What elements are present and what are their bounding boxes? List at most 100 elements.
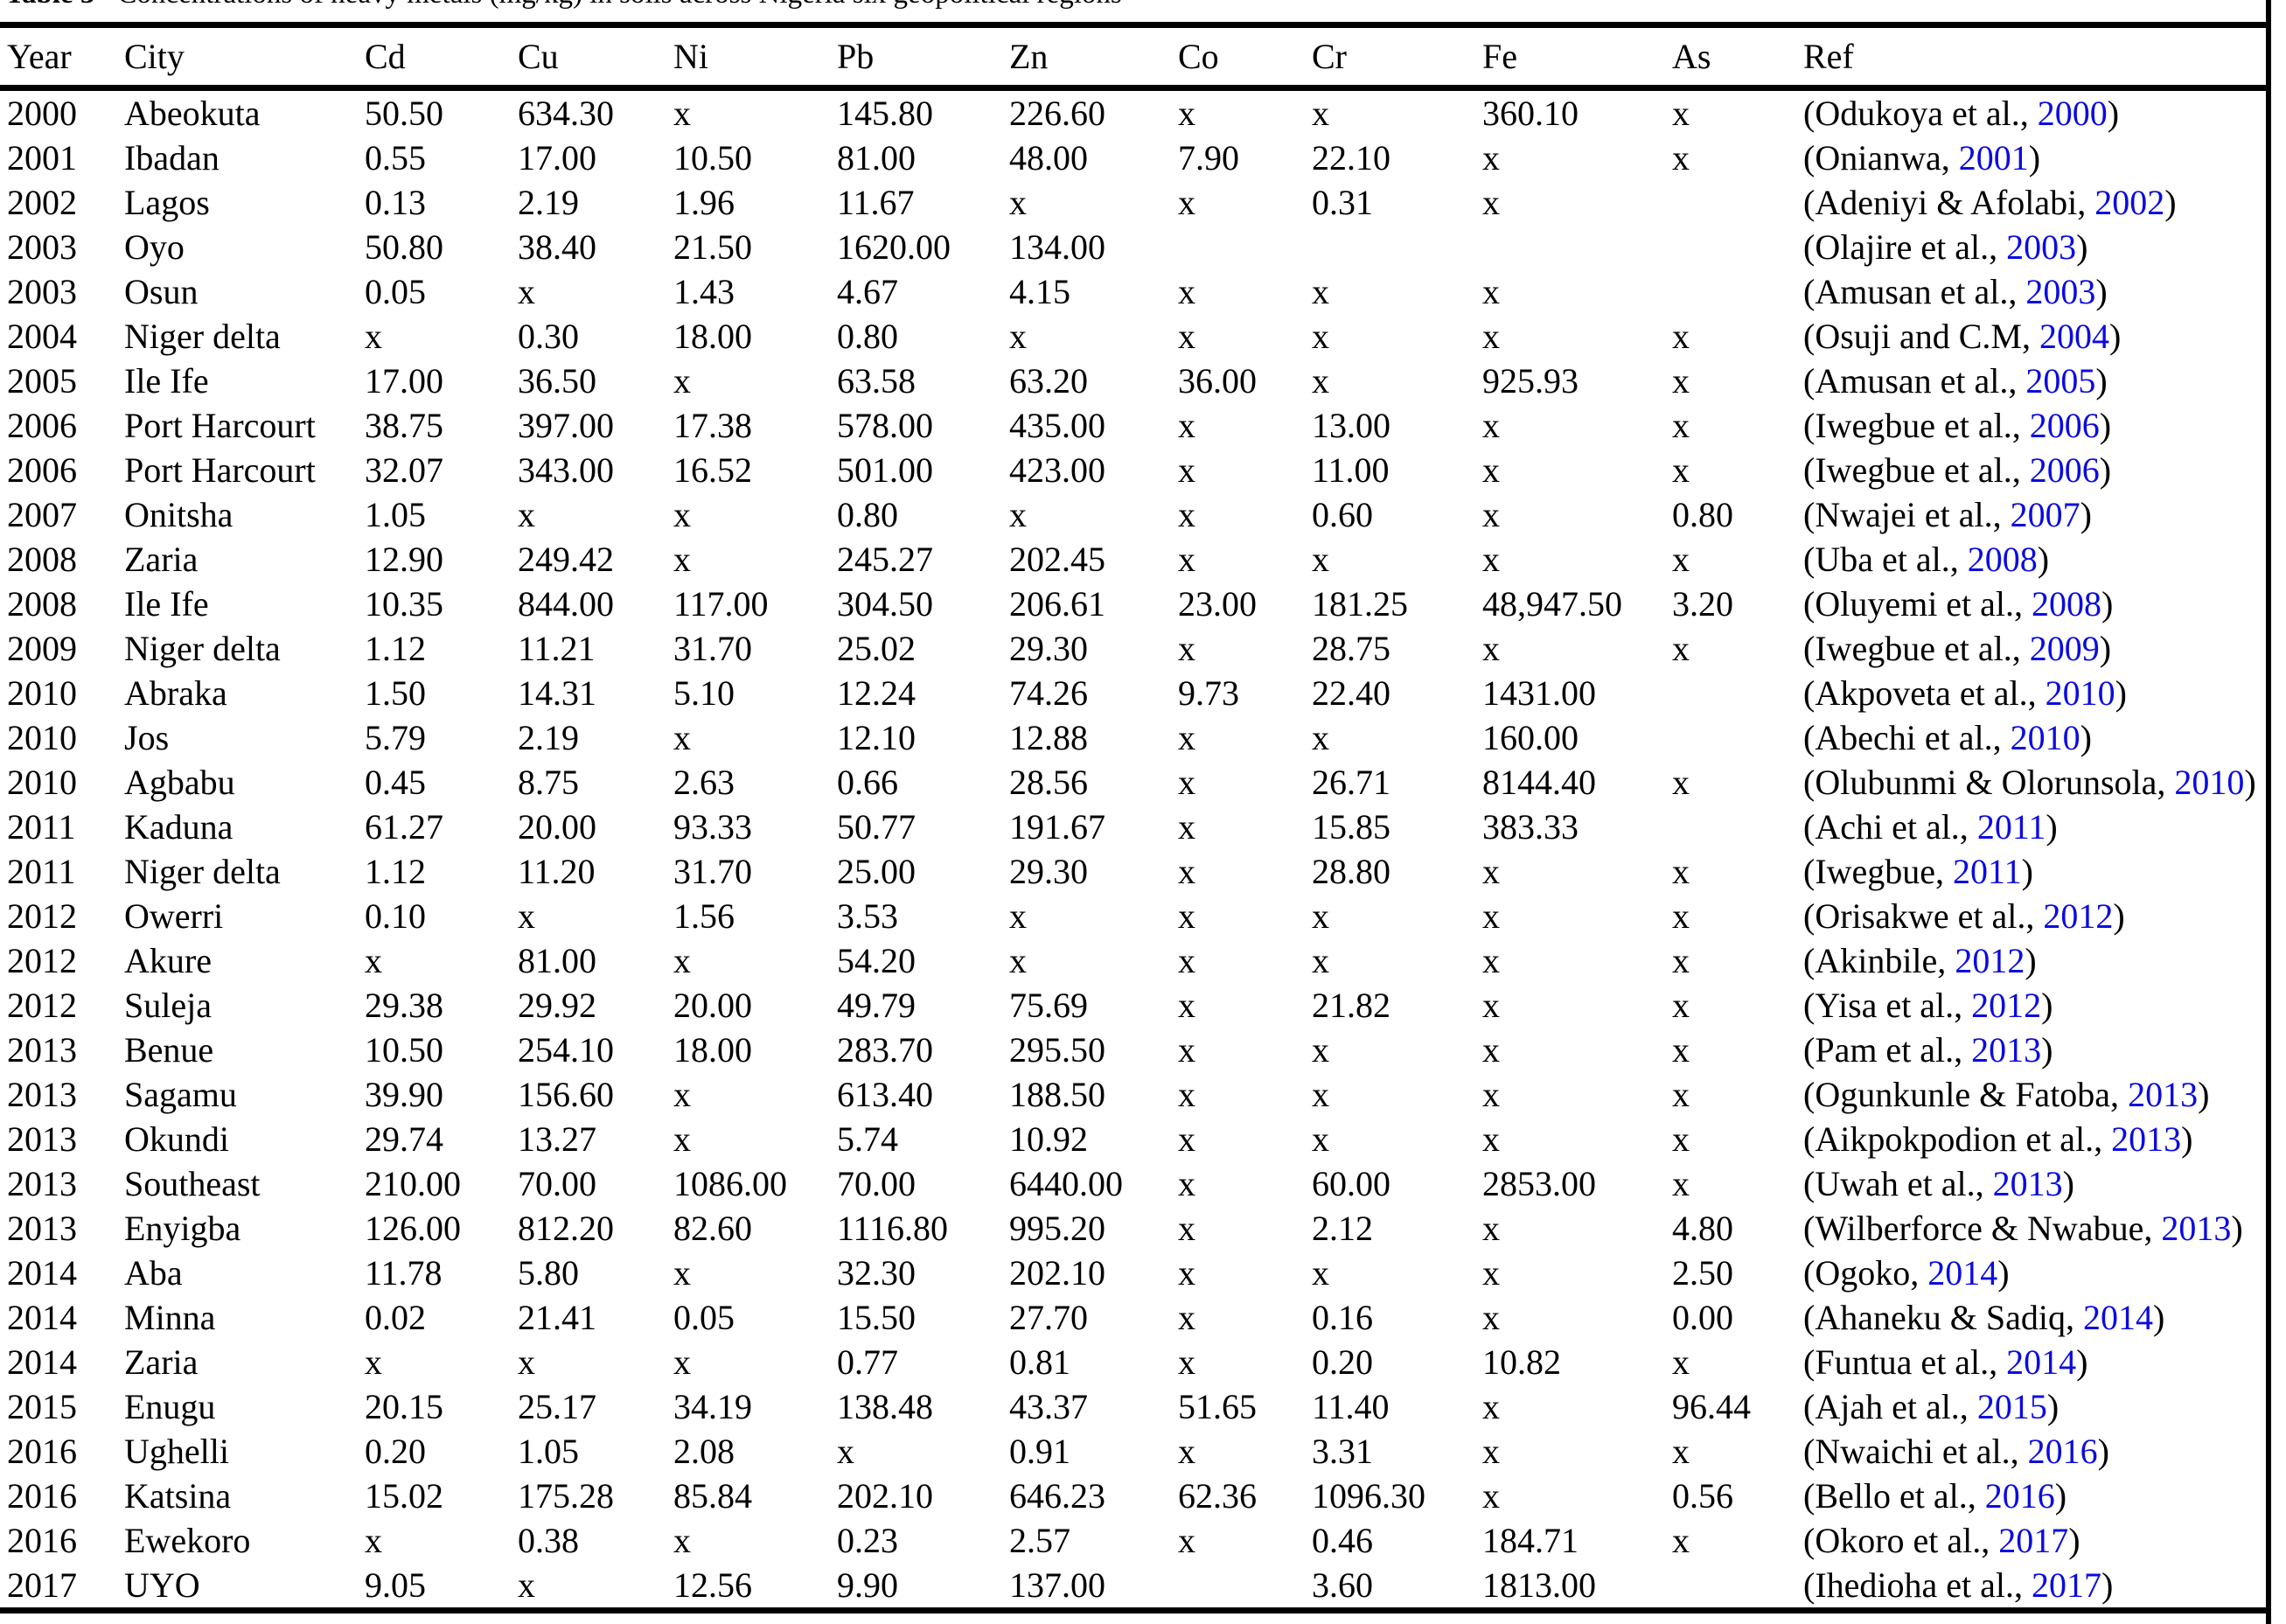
- ref-year-link[interactable]: 2006: [2029, 406, 2100, 445]
- ref-year-link[interactable]: 2003: [2006, 227, 2077, 267]
- cell-cd: 50.50: [365, 94, 443, 133]
- cell-cd: 1.05: [365, 495, 426, 534]
- ref-year-link[interactable]: 2016: [2027, 1432, 2098, 1471]
- cell-zn: x: [1009, 941, 1027, 980]
- ref-text-suffix: ): [2080, 495, 2092, 534]
- cell-cu: 21.41: [518, 1298, 596, 1337]
- ref-text-suffix: ): [2046, 1387, 2059, 1426]
- ref-year-link[interactable]: 2017: [2032, 1565, 2101, 1605]
- cell-as: x: [1672, 450, 1690, 490]
- cell-pb: 0.77: [837, 1342, 898, 1382]
- cell-cr: x: [1312, 1030, 1329, 1070]
- header-row: Year City Cd Cu Ni Pb Zn Co Cr Fe As Ref: [0, 24, 2269, 91]
- cell-ref: (Nwaichi et al., 2016): [1803, 1429, 2269, 1474]
- ref-year-link[interactable]: 2012: [1971, 986, 2042, 1025]
- ref-year-link[interactable]: 2005: [2025, 361, 2096, 401]
- cell-as: 3.20: [1672, 584, 1733, 624]
- ref-year-link[interactable]: 2013: [2161, 1209, 2232, 1248]
- ref-year-link[interactable]: 2013: [1971, 1030, 2042, 1070]
- cell-as: 0.56: [1672, 1476, 1733, 1516]
- cell-zn: 43.37: [1009, 1387, 1088, 1426]
- cell-pb: 1620.00: [837, 227, 951, 267]
- ref-year-link[interactable]: 2001: [1958, 138, 2029, 178]
- cell-city: Port Harcourt: [124, 450, 316, 490]
- ref-year-link[interactable]: 2008: [1967, 540, 2038, 579]
- cell-as: [1672, 671, 1803, 715]
- ref-text-suffix: ): [2181, 1119, 2193, 1159]
- cell-cu: x: [518, 896, 535, 936]
- ref-year-link[interactable]: 2016: [1984, 1476, 2055, 1516]
- column-header-co: Co: [1178, 24, 1312, 91]
- ref-text-suffix: ): [2244, 763, 2256, 802]
- cell-cr: x: [1312, 361, 1329, 401]
- cell-ref: (Nwajei et al., 2007): [1803, 492, 2269, 537]
- ref-year-link[interactable]: 2014: [2006, 1342, 2077, 1382]
- cell-cu: x: [518, 1342, 535, 1382]
- cell-cr: 11.00: [1312, 450, 1390, 490]
- cell-pb: x: [837, 1432, 854, 1471]
- ref-text: (Nwajei et al.,: [1803, 495, 2011, 534]
- ref-year-link[interactable]: 2007: [2010, 495, 2080, 534]
- cell-cd: 32.07: [365, 450, 443, 490]
- ref-year-link[interactable]: 2000: [2037, 94, 2108, 133]
- cell-year: 2013: [7, 1030, 77, 1070]
- ref-year-link[interactable]: 2015: [1976, 1387, 2047, 1426]
- cell-ref: (Ahaneku & Sadiq, 2014): [1803, 1295, 2269, 1340]
- ref-year-link[interactable]: 2013: [2128, 1075, 2199, 1114]
- ref-text-suffix: ): [2021, 852, 2033, 891]
- cell-city: Ughelli: [124, 1432, 229, 1471]
- ref-year-link[interactable]: 2014: [2082, 1298, 2153, 1337]
- cell-pb: 50.77: [837, 807, 916, 847]
- ref-year-link[interactable]: 2011: [1976, 807, 2046, 847]
- ref-year-link[interactable]: 2010: [2045, 673, 2115, 713]
- cell-cu: 254.10: [518, 1030, 614, 1070]
- page-edge-rule: [2266, 0, 2271, 1624]
- cell-pb: 9.90: [837, 1565, 898, 1605]
- ref-year-link[interactable]: 2014: [1927, 1253, 1998, 1293]
- ref-text-suffix: ): [2025, 941, 2037, 980]
- ref-year-link[interactable]: 2017: [1998, 1521, 2069, 1560]
- cell-city: Abeokuta: [124, 94, 261, 133]
- ref-year-link[interactable]: 2010: [2174, 763, 2245, 802]
- cell-as: x: [1672, 1342, 1690, 1382]
- cell-co: 62.36: [1178, 1476, 1257, 1516]
- ref-year-link[interactable]: 2003: [2025, 272, 2096, 311]
- cell-city: Suleja: [124, 986, 212, 1025]
- table-row: 2013 Enyigba 126.00 812.20 82.60 1116.80…: [0, 1206, 2269, 1251]
- cell-cr: 60.00: [1312, 1164, 1390, 1203]
- cell-city: Okundi: [124, 1119, 229, 1159]
- cell-co: x: [1178, 852, 1195, 891]
- ref-year-link[interactable]: 2004: [2039, 317, 2109, 356]
- cell-city: Port Harcourt: [124, 406, 316, 445]
- cell-cr: x: [1312, 941, 1329, 980]
- ref-year-link[interactable]: 2006: [2029, 450, 2100, 490]
- ref-year-link[interactable]: 2011: [1953, 852, 2022, 891]
- cell-fe: 160.00: [1482, 718, 1579, 757]
- ref-year-link[interactable]: 2012: [1955, 941, 2025, 980]
- ref-year-link[interactable]: 2008: [2032, 584, 2102, 624]
- cell-as: x: [1672, 1119, 1690, 1159]
- cell-zn: 29.30: [1009, 629, 1088, 668]
- ref-year-link[interactable]: 2012: [2043, 896, 2114, 936]
- ref-year-link[interactable]: 2013: [1992, 1164, 2063, 1203]
- cell-cd: 0.55: [365, 138, 426, 178]
- cell-city: Ile Ife: [124, 584, 209, 624]
- ref-year-link[interactable]: 2009: [2029, 629, 2100, 668]
- cell-pb: 25.02: [837, 629, 916, 668]
- cell-zn: 63.20: [1009, 361, 1088, 401]
- cell-fe: 925.93: [1482, 361, 1579, 401]
- ref-year-link[interactable]: 2002: [2094, 183, 2165, 222]
- cell-fe: x: [1482, 1119, 1500, 1159]
- ref-year-link[interactable]: 2010: [2010, 718, 2080, 757]
- ref-text-suffix: ): [2152, 1298, 2165, 1337]
- ref-text: (Abechi et al.,: [1803, 718, 2011, 757]
- cell-cu: 20.00: [518, 807, 596, 847]
- cell-zn: x: [1009, 183, 1027, 222]
- cell-ni: x: [673, 1119, 691, 1159]
- cell-cu: 156.60: [518, 1075, 614, 1114]
- cell-year: 2013: [7, 1164, 77, 1203]
- ref-year-link[interactable]: 2013: [2111, 1119, 2182, 1159]
- cell-ref: (Iwegbue et al., 2006): [1803, 448, 2269, 492]
- cell-ni: 1.43: [673, 272, 735, 311]
- ref-text: (Iwegbue et al.,: [1803, 406, 2030, 445]
